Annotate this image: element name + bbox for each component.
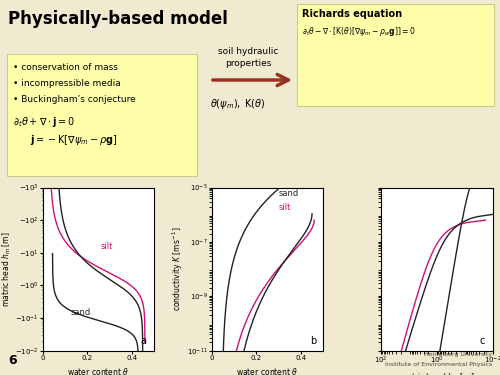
Text: a: a bbox=[140, 336, 146, 346]
Y-axis label: matric head $h_m\;[\mathrm{m}]$: matric head $h_m\;[\mathrm{m}]$ bbox=[1, 231, 14, 307]
X-axis label: matric head $h_m\;[\mathrm{m}]$: matric head $h_m\;[\mathrm{m}]$ bbox=[399, 372, 474, 375]
Text: sand: sand bbox=[278, 189, 299, 198]
FancyBboxPatch shape bbox=[297, 4, 494, 106]
X-axis label: water content $\theta$: water content $\theta$ bbox=[236, 366, 298, 375]
Text: Physically-based model: Physically-based model bbox=[8, 10, 228, 28]
Text: $\partial_t\theta - \nabla \cdot \left[\mathrm{K}(\theta)[\nabla\psi_m - \rho_w\: $\partial_t\theta - \nabla \cdot \left[\… bbox=[302, 25, 416, 38]
Text: Heidelberg University: Heidelberg University bbox=[424, 352, 492, 357]
Text: Richards equation: Richards equation bbox=[302, 9, 402, 19]
Y-axis label: conductivity $K\;[\mathrm{m\,s^{-1}}]$: conductivity $K\;[\mathrm{m\,s^{-1}}]$ bbox=[171, 227, 186, 311]
Text: b: b bbox=[310, 336, 316, 346]
Text: • incompressible media: • incompressible media bbox=[13, 79, 121, 88]
FancyBboxPatch shape bbox=[7, 54, 197, 176]
Text: silt: silt bbox=[278, 203, 291, 212]
Text: silt: silt bbox=[100, 243, 113, 252]
Text: 6: 6 bbox=[8, 354, 16, 367]
Text: sand: sand bbox=[70, 308, 90, 317]
X-axis label: water content $\theta$: water content $\theta$ bbox=[67, 366, 130, 375]
FancyArrowPatch shape bbox=[213, 75, 288, 86]
Text: $\mathbf{j} = -\mathrm{K}[\nabla\psi_m - \rho\mathbf{g}]$: $\mathbf{j} = -\mathrm{K}[\nabla\psi_m -… bbox=[30, 133, 118, 147]
Text: Institute of Environmental Physics: Institute of Environmental Physics bbox=[385, 362, 492, 367]
Text: soil hydraulic
properties: soil hydraulic properties bbox=[218, 47, 278, 68]
Text: • conservation of mass: • conservation of mass bbox=[13, 63, 118, 72]
Text: • Buckingham’s conjecture: • Buckingham’s conjecture bbox=[13, 95, 136, 104]
Text: $\partial_t\theta + \nabla \cdot \mathbf{j} = 0$: $\partial_t\theta + \nabla \cdot \mathbf… bbox=[13, 115, 76, 129]
Text: c: c bbox=[479, 336, 484, 346]
Text: $\theta(\psi_m),\; \mathrm{K}(\theta)$: $\theta(\psi_m),\; \mathrm{K}(\theta)$ bbox=[210, 97, 266, 111]
